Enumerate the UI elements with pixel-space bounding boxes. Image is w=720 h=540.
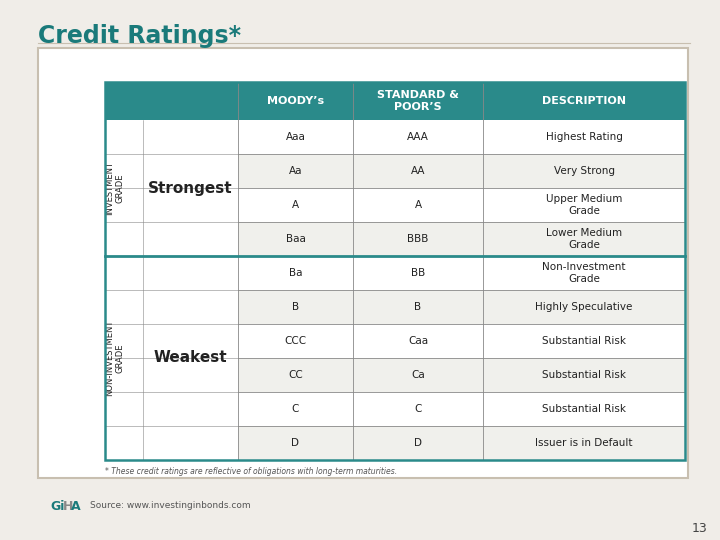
Bar (238, 188, 685, 222)
Bar (238, 358, 685, 392)
Text: D: D (414, 438, 422, 448)
Text: Gi: Gi (50, 500, 64, 512)
Text: STANDARD &
POOR’S: STANDARD & POOR’S (377, 90, 459, 112)
Text: BBB: BBB (408, 234, 428, 244)
Bar (105, 82, 685, 460)
Text: C: C (292, 404, 300, 414)
Bar (238, 392, 685, 426)
Text: Baa: Baa (286, 234, 305, 244)
Bar (105, 120, 238, 460)
Text: DESCRIPTION: DESCRIPTION (542, 96, 626, 106)
Text: Strongest: Strongest (148, 180, 233, 195)
Text: Aaa: Aaa (286, 132, 305, 142)
Text: 13: 13 (691, 522, 707, 535)
Text: B: B (292, 302, 299, 312)
Text: CC: CC (288, 370, 303, 380)
Text: H: H (63, 500, 73, 512)
Text: AA: AA (410, 166, 426, 176)
Bar (105, 82, 685, 120)
Bar (238, 290, 685, 324)
Text: Substantial Risk: Substantial Risk (542, 336, 626, 346)
Text: INVESTMENT
GRADE: INVESTMENT GRADE (105, 161, 125, 215)
Text: A: A (292, 200, 299, 210)
Text: Very Strong: Very Strong (554, 166, 614, 176)
Text: AAA: AAA (407, 132, 429, 142)
Text: Credit Ratings*: Credit Ratings* (38, 24, 241, 48)
Bar (238, 120, 685, 154)
Text: Highest Rating: Highest Rating (546, 132, 622, 142)
Text: Substantial Risk: Substantial Risk (542, 404, 626, 414)
Text: Issuer is in Default: Issuer is in Default (535, 438, 633, 448)
Text: Ca: Ca (411, 370, 425, 380)
Text: Upper Medium
Grade: Upper Medium Grade (546, 194, 622, 216)
Text: Caa: Caa (408, 336, 428, 346)
Text: Non-Investment
Grade: Non-Investment Grade (542, 262, 626, 284)
Text: A: A (415, 200, 422, 210)
Text: BB: BB (411, 268, 425, 278)
Text: Ba: Ba (289, 268, 302, 278)
Text: Highly Speculative: Highly Speculative (535, 302, 633, 312)
Bar (238, 154, 685, 188)
Text: MOODY’s: MOODY’s (267, 96, 324, 106)
Bar (238, 324, 685, 358)
Bar (238, 222, 685, 256)
Text: Lower Medium
Grade: Lower Medium Grade (546, 228, 622, 250)
Text: Source: www.investinginbonds.com: Source: www.investinginbonds.com (90, 502, 251, 510)
Text: NON-INVESTMENT
GRADE: NON-INVESTMENT GRADE (105, 320, 125, 396)
Text: CCC: CCC (284, 336, 307, 346)
Text: Aa: Aa (289, 166, 302, 176)
Bar (38, 48, 688, 478)
Text: A: A (71, 500, 81, 512)
Text: * These credit ratings are reflective of obligations with long-term maturities.: * These credit ratings are reflective of… (105, 467, 397, 476)
Bar (238, 256, 685, 290)
Text: B: B (415, 302, 422, 312)
Text: Weakest: Weakest (153, 350, 228, 366)
Bar (238, 426, 685, 460)
Text: D: D (292, 438, 300, 448)
Text: C: C (414, 404, 422, 414)
Text: Substantial Risk: Substantial Risk (542, 370, 626, 380)
